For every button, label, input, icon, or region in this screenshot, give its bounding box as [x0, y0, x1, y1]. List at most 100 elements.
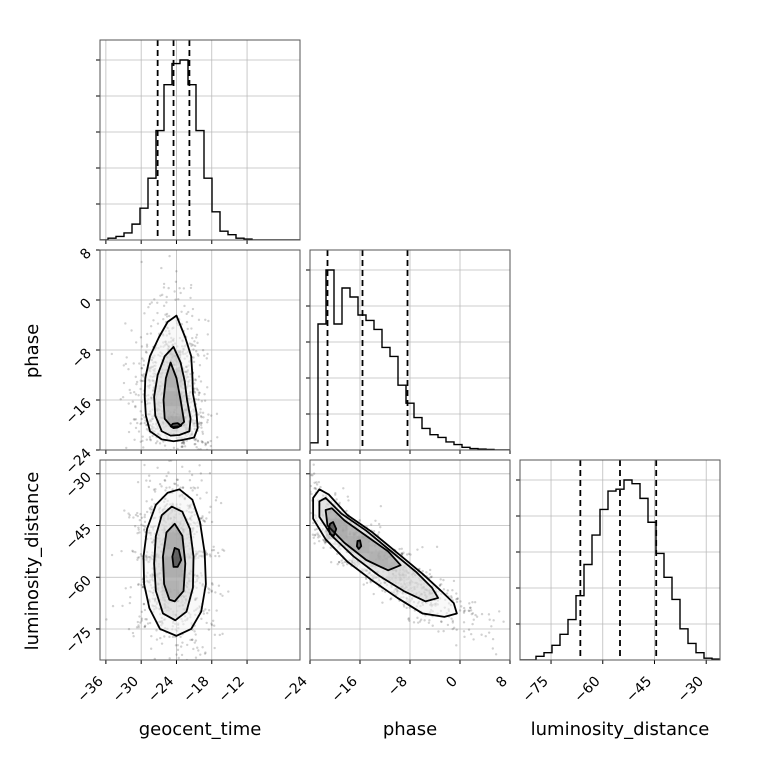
sample-point: [152, 488, 156, 491]
sample-point: [142, 375, 145, 378]
sample-point: [321, 538, 325, 541]
pair-2-xtick-label-3: 0: [443, 674, 461, 692]
sample-point: [435, 545, 439, 549]
sample-point: [140, 421, 143, 425]
sample-point: [140, 523, 143, 527]
sample-point: [221, 632, 224, 636]
sample-point: [462, 611, 466, 614]
sample-point: [194, 397, 197, 401]
sample-point: [193, 391, 197, 394]
sample-point: [462, 610, 466, 613]
sample-point: [302, 479, 304, 481]
sample-point: [144, 350, 148, 354]
sample-point: [483, 667, 485, 669]
sample-point: [211, 619, 215, 622]
sample-point: [315, 483, 319, 486]
sample-point: [270, 486, 272, 488]
sample-point: [145, 345, 149, 348]
sample-point: [164, 489, 167, 492]
sample-point: [338, 501, 341, 505]
sample-point: [181, 486, 185, 489]
sample-point: [156, 322, 160, 325]
y-axis-title-phase: phase: [22, 324, 43, 378]
sample-point: [153, 490, 157, 493]
sample-point: [202, 416, 205, 419]
contour-level-3: [171, 547, 183, 568]
sample-point: [131, 550, 135, 553]
sample-point: [133, 525, 137, 528]
sample-point: [139, 379, 142, 382]
sample-point: [314, 487, 318, 491]
sample-point: [142, 359, 145, 362]
sample-point: [316, 536, 320, 539]
sample-point: [206, 333, 210, 336]
sample-point: [200, 617, 203, 621]
sample-point: [191, 638, 194, 642]
sample-point: [337, 560, 341, 564]
sample-point: [182, 441, 185, 444]
sample-point: [295, 442, 297, 444]
sample-point: [177, 656, 180, 660]
sample-point: [459, 600, 462, 603]
sample-point: [389, 597, 393, 600]
sample-point: [140, 619, 143, 622]
sample-point: [180, 453, 182, 455]
sample-point: [167, 314, 171, 318]
sample-point: [141, 357, 144, 360]
sample-point: [200, 415, 203, 419]
contour-level-4: [355, 539, 363, 550]
sample-point: [138, 454, 140, 456]
sample-point: [455, 628, 458, 631]
sample-point: [195, 350, 198, 353]
sample-point: [199, 497, 202, 500]
sample-point: [122, 364, 126, 367]
sample-point: [153, 461, 155, 463]
sample-point: [180, 445, 184, 448]
sample-point: [185, 320, 189, 324]
sample-point: [203, 399, 207, 402]
sample-point: [139, 336, 143, 339]
sample-point: [302, 518, 304, 520]
sample-point: [165, 301, 168, 304]
sample-point: [124, 322, 127, 325]
hist-luminosity_distance-xtick-label-2: −45: [623, 674, 655, 706]
sample-point: [161, 664, 163, 666]
sample-point: [302, 534, 304, 536]
sample-point: [305, 460, 307, 462]
sample-point: [203, 519, 206, 523]
sample-point: [468, 609, 471, 613]
sample-point: [208, 588, 211, 591]
sample-point: [192, 348, 195, 351]
sample-point: [127, 512, 130, 515]
sample-point: [201, 349, 205, 352]
sample-point: [134, 393, 138, 396]
sample-point: [313, 534, 316, 537]
sample-point: [381, 601, 384, 604]
sample-point: [323, 540, 326, 543]
sample-point: [215, 496, 218, 499]
sample-point: [209, 439, 212, 443]
sample-point: [197, 398, 200, 401]
sample-point: [471, 622, 474, 626]
sample-point: [306, 531, 308, 533]
contour-level-2: [324, 507, 402, 572]
sample-point: [138, 615, 141, 618]
sample-point: [462, 621, 466, 624]
sample-point: [193, 438, 196, 441]
sample-point: [139, 440, 142, 444]
sample-point: [389, 598, 392, 601]
sample-point: [456, 597, 459, 600]
sample-point: [314, 486, 317, 490]
sample-point: [207, 628, 211, 631]
sample-point: [416, 621, 420, 624]
sample-point: [227, 590, 230, 593]
sample-point: [145, 343, 149, 346]
sample-point: [202, 612, 206, 615]
sample-point: [129, 586, 133, 589]
sample-point: [150, 498, 154, 501]
sample-point: [135, 382, 138, 386]
sample-point: [210, 623, 214, 627]
sample-point: [194, 639, 198, 642]
sample-point: [210, 455, 212, 457]
sample-point: [198, 364, 202, 367]
